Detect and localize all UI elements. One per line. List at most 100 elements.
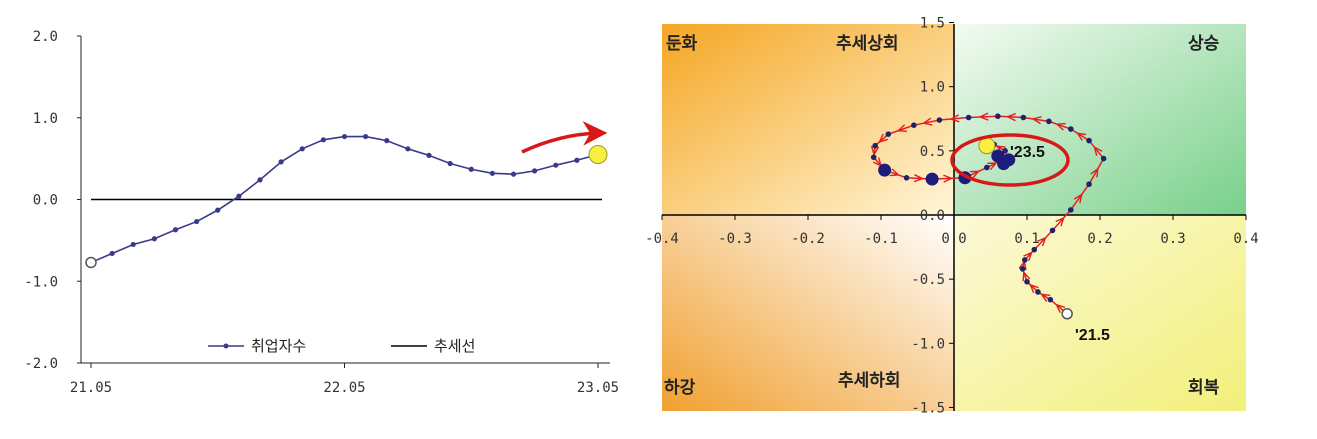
trajectory-segment	[968, 115, 998, 119]
quadrant-label-rise: 상승	[1188, 34, 1220, 54]
legend-marker-employment	[223, 343, 229, 349]
trajectory-data-point	[1031, 246, 1038, 253]
left-data-point	[532, 168, 538, 174]
quadrant-bottom-left	[662, 215, 954, 411]
trajectory-start-marker	[1061, 308, 1073, 320]
left-data-point	[426, 152, 432, 158]
series-start-marker	[85, 256, 97, 269]
trajectory-data-point	[870, 154, 877, 161]
trajectory-data-point	[1046, 118, 1052, 125]
left-data-point	[341, 133, 348, 140]
trajectory-emphasis-point	[925, 172, 939, 186]
left-data-point	[215, 207, 221, 213]
quadrant-label-recovery: 회복	[1188, 378, 1220, 398]
legend-label-trend: 추세선	[434, 337, 475, 355]
trajectory-data-point	[885, 131, 892, 137]
trajectory-arrow-icon	[1031, 116, 1042, 125]
trajectory-arrow-icon	[969, 170, 981, 179]
trajectory-arrow-icon	[1029, 283, 1039, 294]
quadrant-top-left	[662, 24, 954, 215]
left-y-tick-label: 1.0	[33, 111, 58, 127]
trajectory-segment	[888, 124, 915, 135]
highlight-ellipse	[950, 133, 1070, 187]
left-data-point	[109, 250, 115, 257]
quadrant-bottom-right	[954, 215, 1246, 411]
trajectory-arrow-icon	[896, 124, 908, 133]
right-y-tick-label: 0.0	[920, 208, 945, 224]
left-data-point	[574, 157, 580, 163]
trajectory-segment	[1088, 140, 1105, 160]
trajectory-data-point	[1049, 227, 1056, 234]
trajectory-data-point	[984, 164, 990, 171]
trajectory-data-point	[1047, 296, 1054, 303]
left-data-point	[405, 146, 411, 152]
right-quadrant-chart: 1.5 1.0 0.5 0.0 -0.5 -1.0 -1.5 -0.4 -0.3 -0.2 -0.…	[645, 16, 1259, 417]
quadrant-label-above-trend: 추세상회	[836, 34, 899, 54]
trajectory-data-point	[936, 117, 943, 123]
left-data-point	[489, 170, 495, 176]
trajectory-data-point	[1068, 126, 1074, 132]
legend-label-employment: 취업자수	[251, 337, 306, 355]
left-data-point	[278, 159, 284, 165]
left-legend: 취업자수 추세선	[208, 337, 475, 355]
right-x-tick-label: 0.2	[1087, 231, 1112, 247]
trajectory-segment	[913, 119, 940, 126]
trajectory-arrow-icon	[1040, 293, 1051, 302]
right-x-tick-label: 0.3	[1160, 231, 1185, 247]
quadrant-label-below-trend: 추세하회	[838, 371, 901, 391]
left-x-tick-label: 23.05	[577, 380, 619, 396]
left-x-tick-label: 21.05	[70, 380, 112, 396]
trajectory-end-marker	[978, 137, 996, 155]
trajectory-arrow-icon	[921, 117, 933, 126]
left-data-point	[553, 162, 559, 168]
trajectory-arrow-icon	[949, 114, 960, 123]
right-x-tick-label: 0.4	[1233, 231, 1258, 247]
left-data-point	[447, 160, 453, 167]
trajectory-arrow-icon	[1022, 270, 1031, 282]
trajectory-data-point	[1086, 137, 1092, 144]
left-line-chart: 2.0 1.0 0.0 -1.0 -2.0 21.05 22.05 23.05 취업자수 추…	[24, 29, 619, 396]
trajectory-arrow-icon	[1023, 251, 1033, 262]
left-data-point	[320, 137, 326, 143]
right-y-tick-label: -1.0	[911, 336, 945, 352]
trajectory-arrow-icon	[1073, 193, 1083, 204]
trajectory-arrow-icon	[943, 174, 954, 183]
trajectory-arrow-icon	[1055, 216, 1065, 227]
trajectory-data-point	[1035, 289, 1041, 295]
trajectory-arrow-icon	[1005, 112, 1016, 122]
left-data-point	[151, 236, 157, 242]
trajectory-arrow-icon	[889, 168, 901, 177]
left-data-point	[468, 166, 474, 172]
trajectory-arrow-icon	[1093, 145, 1103, 156]
left-data-point	[363, 133, 369, 140]
trajectory-segment	[1051, 209, 1072, 231]
trajectory-data-point	[1022, 257, 1028, 263]
quadrant-label-decline: 하강	[664, 378, 696, 398]
left-data-point	[194, 218, 200, 225]
trajectory-emphasis-point	[991, 149, 1005, 163]
left-y-tick-label: 0.0	[33, 193, 58, 209]
trajectory-data-point	[995, 113, 1001, 120]
right-x-tick-label: -0.2	[791, 231, 825, 247]
trajectory-arrow-icon	[978, 112, 989, 121]
left-data-point	[130, 241, 136, 248]
right-y-tick-label: -1.5	[911, 400, 945, 416]
trajectory-arrow-icon	[1037, 236, 1047, 247]
right-y-tick-label: -0.5	[911, 272, 945, 288]
trajectory-arrow-icon	[1055, 122, 1066, 131]
trajectory-arrow-icon	[987, 162, 998, 171]
left-data-point	[236, 193, 242, 199]
trajectory-arrow-icon	[913, 174, 925, 183]
left-y-tick-label: 2.0	[33, 29, 58, 45]
trajectory-emphasis-point	[878, 163, 892, 177]
trajectory-data-point	[965, 114, 972, 121]
trajectory-arrow-icon	[1075, 132, 1087, 141]
quadrant-label-slowdown: 둔화	[666, 34, 698, 54]
trajectory-data-point	[1020, 114, 1027, 121]
trajectory-segment	[1023, 116, 1050, 123]
trajectory-segment	[1070, 128, 1090, 142]
right-x-tick-label: -0.3	[718, 231, 752, 247]
trajectory-segment	[1088, 158, 1105, 185]
right-y-tick-label: 1.0	[920, 80, 945, 96]
